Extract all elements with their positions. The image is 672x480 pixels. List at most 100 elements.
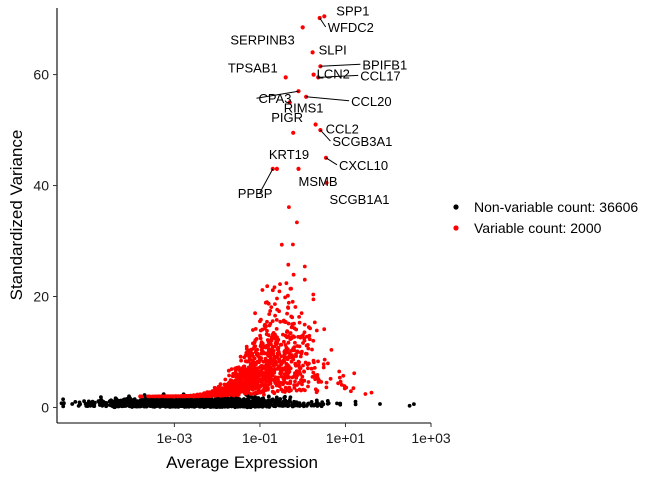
variable-point: [311, 292, 316, 297]
variable-point: [289, 349, 293, 353]
variable-point: [324, 380, 329, 385]
variable-point: [293, 340, 297, 345]
non-variable-point: [261, 397, 265, 402]
variable-point: [321, 365, 326, 370]
variable-point: [302, 277, 307, 282]
gene-point-spp1: [322, 14, 327, 19]
non-variable-point: [217, 398, 222, 403]
variable-point: [252, 367, 256, 371]
variable-point: [288, 337, 293, 341]
y-axis-title: Standardized Variance: [7, 130, 26, 301]
gene-point-msmb: [296, 166, 301, 171]
non-variable-point: [143, 399, 147, 403]
variable-point: [312, 320, 317, 325]
gene-label-ccl17: CCL17: [360, 68, 400, 83]
variable-point: [246, 352, 251, 356]
variable-point: [275, 296, 279, 301]
gene-point-scgb1a1: [324, 180, 329, 185]
variable-point: [312, 366, 317, 370]
non-variable-point: [320, 403, 325, 407]
variable-point: [292, 386, 297, 390]
variable-point: [247, 366, 252, 371]
variable-point: [286, 321, 291, 326]
variable-point: [289, 314, 294, 319]
variable-point: [263, 388, 267, 393]
non-variable-point: [304, 404, 309, 408]
variable-point: [229, 367, 234, 371]
variable-point: [251, 374, 256, 379]
leader-line: [320, 63, 361, 67]
variable-point: [275, 389, 280, 393]
non-variable-point: [212, 399, 216, 404]
variable-point: [238, 384, 243, 389]
variable-point: [170, 394, 175, 399]
variable-point: [270, 319, 275, 323]
variable-point: [293, 361, 298, 366]
variable-point: [265, 338, 270, 342]
variable-point: [363, 392, 368, 396]
variable-point: [352, 371, 357, 376]
variable-point: [226, 381, 231, 386]
non-variable-point: [200, 401, 205, 405]
variable-point: [326, 361, 330, 366]
variable-points: [138, 14, 374, 399]
y-tick-label: 40: [33, 178, 49, 194]
non-variable-point: [131, 403, 136, 408]
variable-point: [244, 391, 249, 396]
gene-label-msmb: MSMB: [299, 174, 338, 189]
variable-point: [309, 366, 314, 371]
variable-point: [239, 358, 244, 363]
variable-point: [254, 390, 258, 395]
variable-point: [288, 286, 293, 291]
non-variable-point: [253, 404, 257, 409]
variable-point: [316, 359, 320, 364]
variable-point: [257, 359, 261, 364]
non-variable-point: [292, 403, 297, 408]
variable-point: [255, 386, 260, 391]
non-variable-point: [301, 402, 306, 407]
variable-point: [274, 327, 279, 331]
variable-point: [233, 372, 238, 377]
variable-point: [219, 393, 224, 398]
variable-point: [179, 394, 183, 399]
variable-point: [277, 289, 282, 294]
variable-point: [260, 288, 265, 292]
variable-point: [224, 393, 229, 398]
variable-point: [272, 285, 277, 290]
non-variable-point: [258, 400, 262, 405]
variable-point: [258, 319, 262, 324]
non-variable-point: [287, 397, 292, 402]
variable-point: [194, 393, 199, 398]
non-variable-point: [113, 396, 118, 401]
variable-point: [283, 295, 287, 300]
non-variable-point: [225, 403, 230, 408]
variable-point: [267, 323, 272, 328]
variable-point: [253, 386, 257, 391]
leader-line: [318, 74, 359, 78]
variable-point: [213, 393, 218, 398]
variable-point: [277, 366, 281, 371]
non-variable-point: [230, 398, 235, 403]
gene-label-bpifb1: BPIFB1: [362, 57, 407, 72]
variable-point: [282, 339, 286, 344]
variable-point: [299, 311, 304, 315]
non-variable-point: [186, 404, 190, 409]
gene-label-pigr: PIGR: [271, 110, 303, 125]
variable-point: [254, 368, 259, 372]
variable-point: [253, 383, 258, 388]
y-tick-label: 0: [41, 399, 49, 415]
gene-label-spp1: SPP1: [336, 3, 369, 18]
variable-point: [254, 337, 259, 341]
variable-point: [266, 376, 271, 381]
non-variable-point: [256, 404, 261, 409]
variable-point: [226, 389, 231, 394]
y-tick-label: 60: [33, 67, 49, 83]
variable-point: [254, 379, 258, 384]
variable-point: [272, 344, 277, 349]
variable-point: [268, 358, 273, 363]
gene-label-ppbp: PPBP: [238, 186, 273, 201]
variable-point: [264, 363, 269, 368]
variable-point: [261, 345, 265, 350]
variable-point: [317, 378, 321, 383]
variable-point: [274, 362, 278, 367]
